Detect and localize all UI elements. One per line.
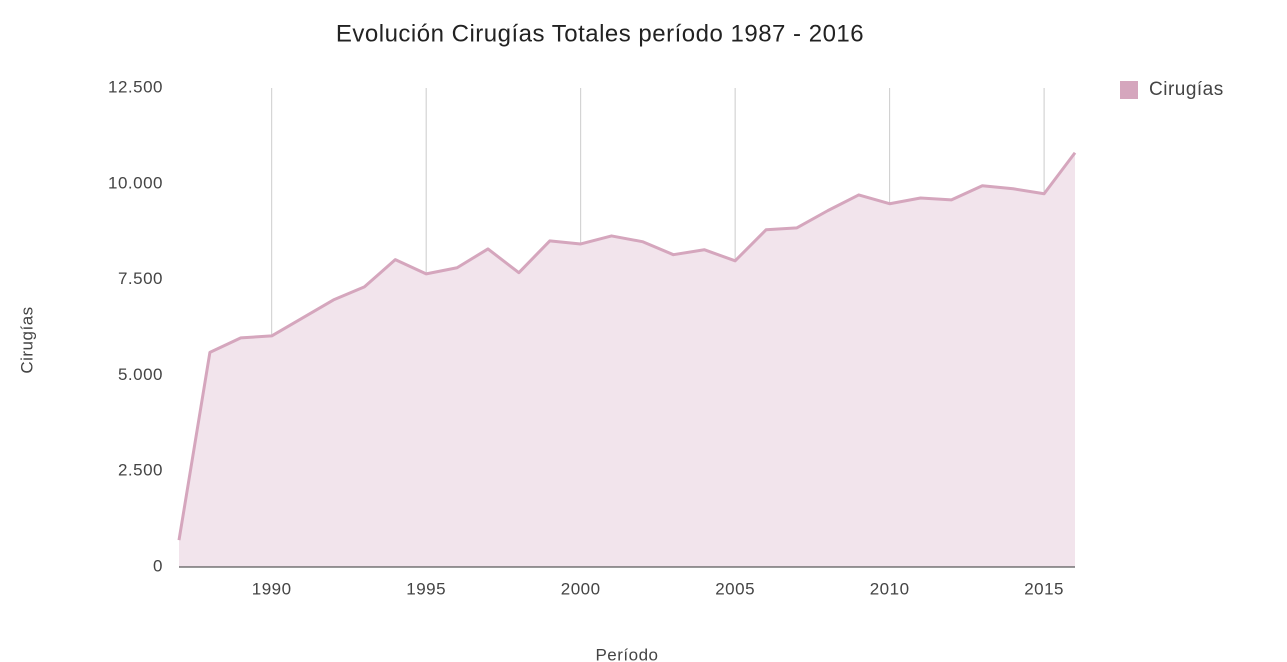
y-axis-title: Cirugías <box>17 306 36 373</box>
area-line <box>177 151 1077 541</box>
x-tick-label: 2010 <box>870 579 910 598</box>
legend-label: Cirugías <box>1149 79 1224 100</box>
x-tick-label: 1995 <box>406 579 446 598</box>
y-tick-label: 0 <box>153 556 163 575</box>
y-tick-label: 10.000 <box>108 173 163 192</box>
x-tick-label: 1990 <box>252 579 292 598</box>
x-tick-label: 2005 <box>715 579 755 598</box>
area-fill <box>179 152 1075 567</box>
x-tick-label: 2015 <box>1024 579 1064 598</box>
y-tick-label: 5.000 <box>118 365 163 384</box>
legend-swatch <box>1120 81 1138 99</box>
y-tick-label: 7.500 <box>118 269 163 288</box>
chart-title: Evolución Cirugías Totales período 1987 … <box>336 20 864 47</box>
x-axis-title: Período <box>595 645 658 662</box>
x-tick-label: 2000 <box>561 579 601 598</box>
y-tick-label: 2.500 <box>118 461 163 480</box>
y-tick-label: 12.500 <box>108 77 163 96</box>
